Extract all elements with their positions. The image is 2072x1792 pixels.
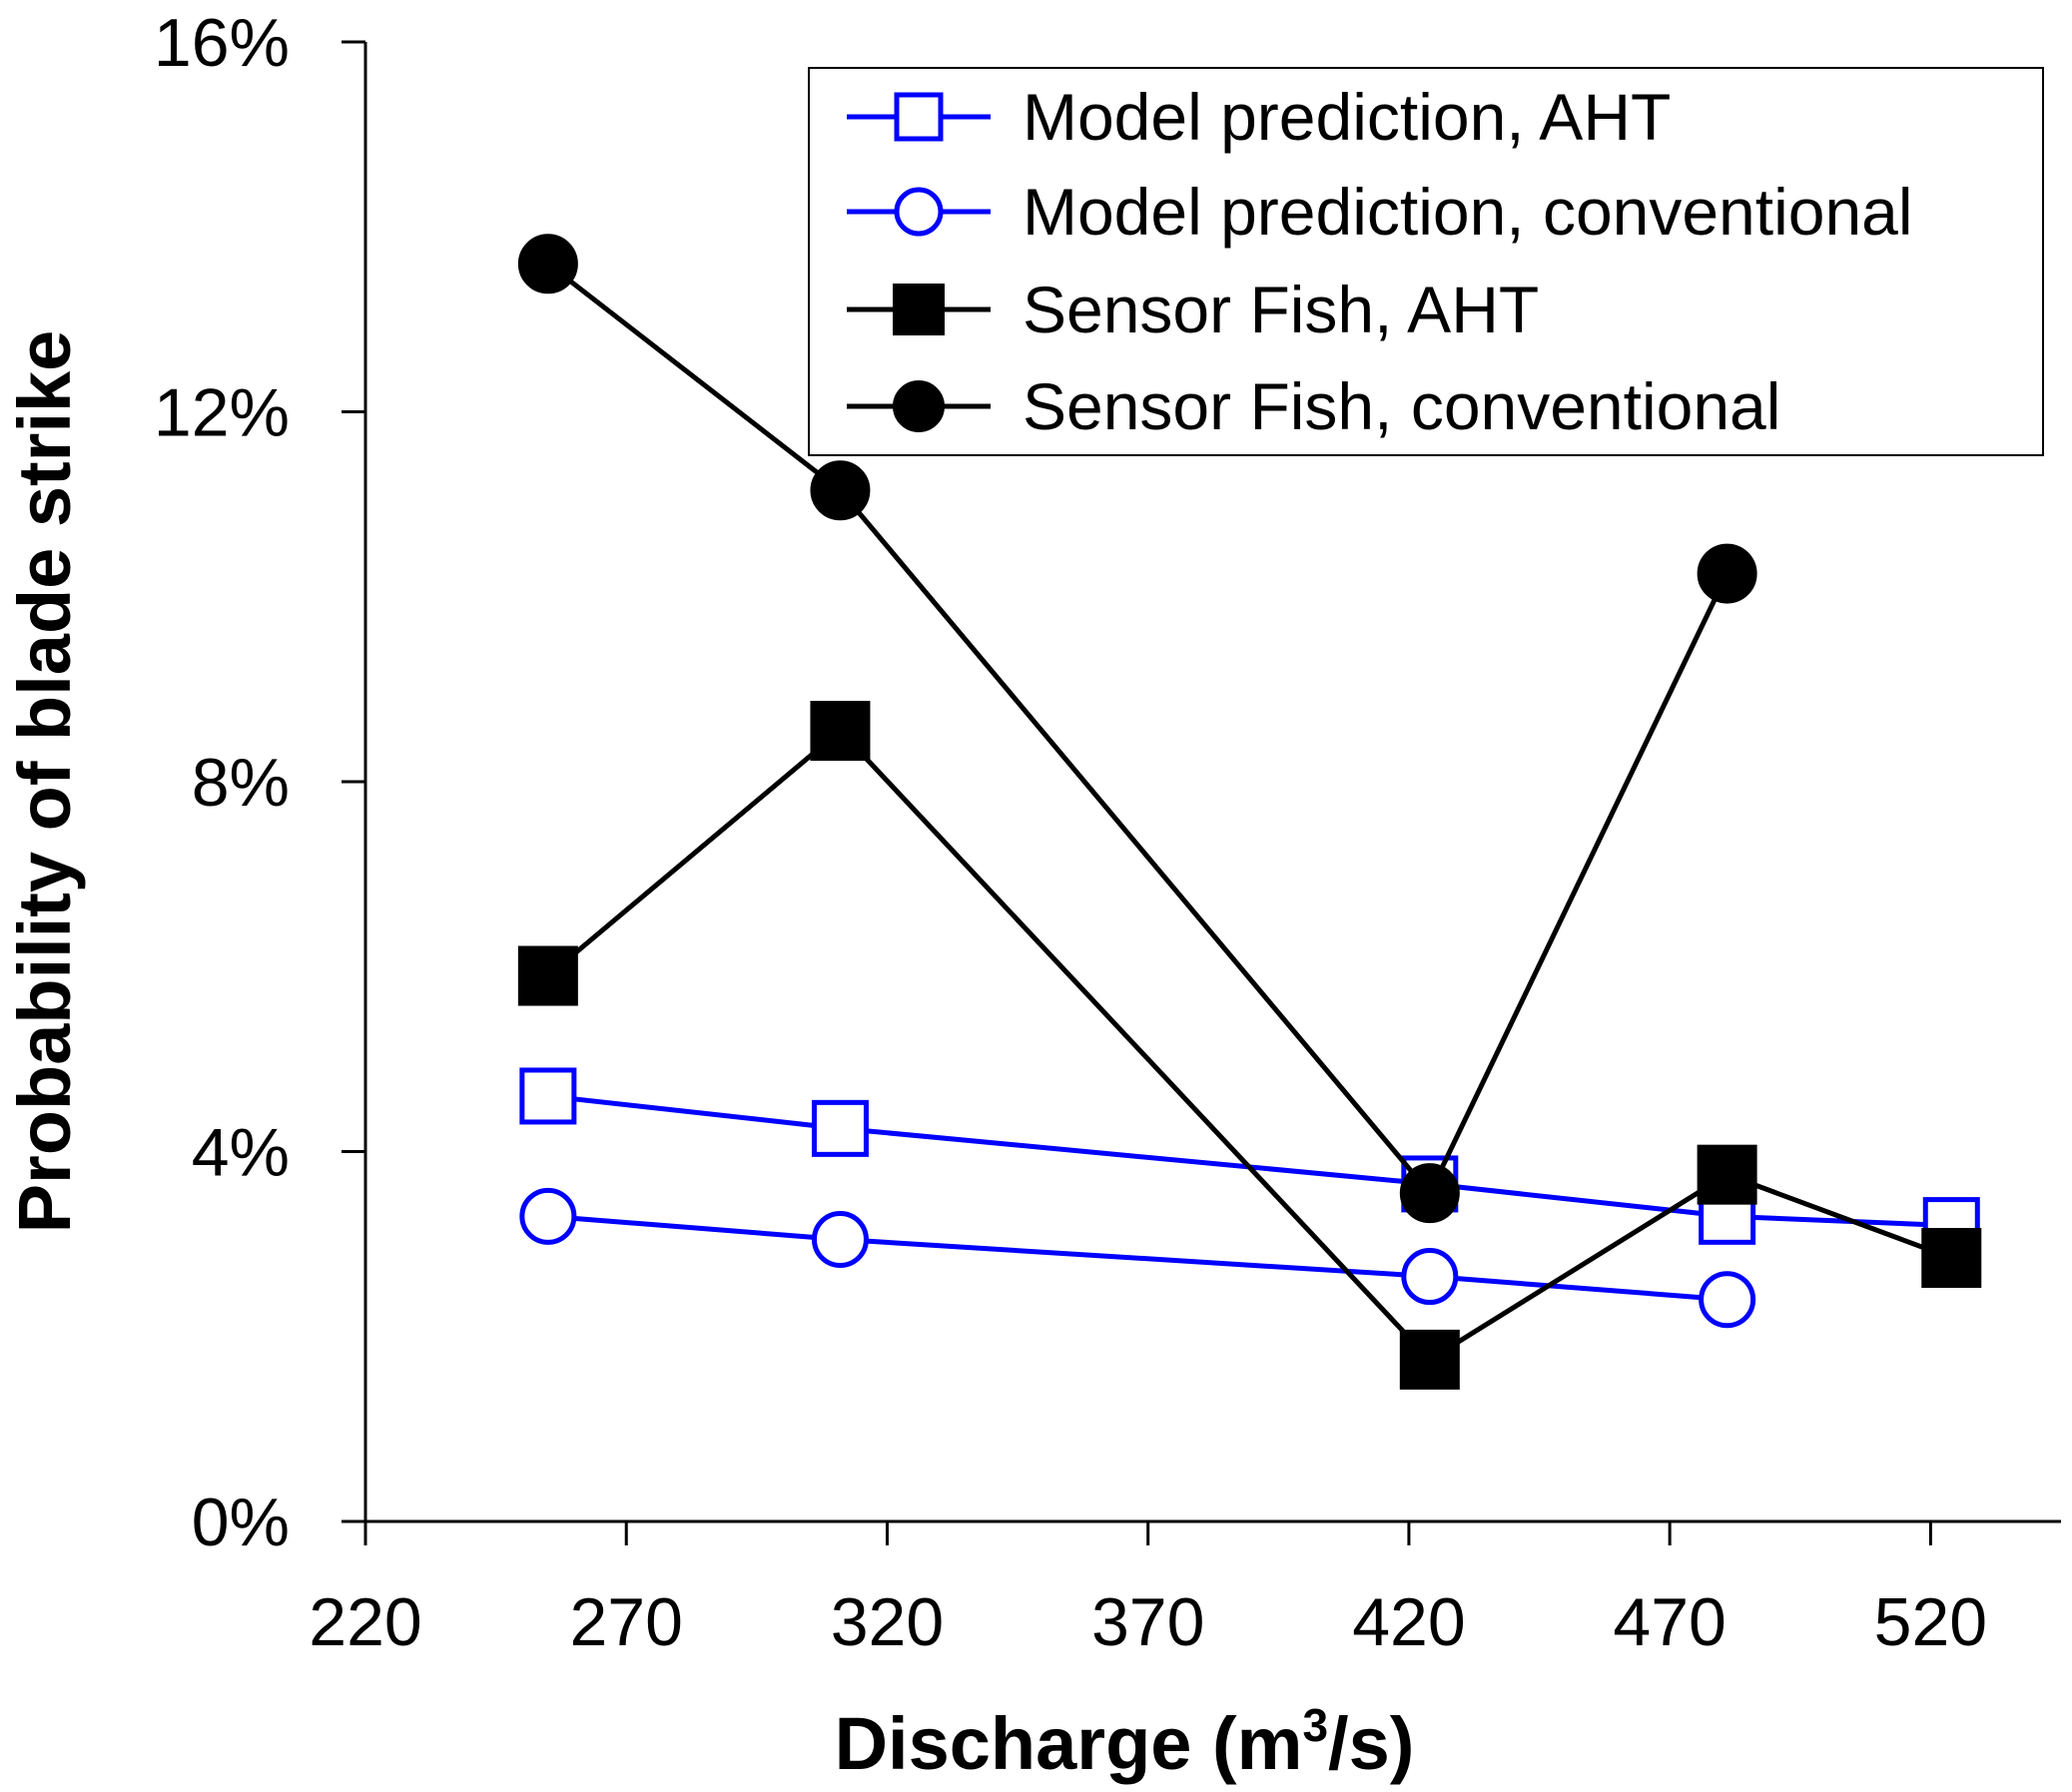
series-3-point-2 bbox=[810, 701, 871, 762]
series-4-point-3 bbox=[1399, 1163, 1460, 1224]
legend-label-3: Sensor Fish, AHT bbox=[1023, 273, 1539, 346]
legend-marker-2 bbox=[894, 187, 944, 237]
x-tick-label-320: 320 bbox=[831, 1584, 944, 1660]
x-axis-title-suffix: /s) bbox=[1328, 1702, 1414, 1785]
legend-marker-3 bbox=[893, 284, 945, 335]
legend-marker-4 bbox=[893, 380, 945, 432]
legend-label-2: Model prediction, conventional bbox=[1023, 175, 1913, 249]
legend-box bbox=[808, 67, 2044, 456]
series-4-point-2 bbox=[810, 460, 871, 521]
series-1-point-1 bbox=[519, 1067, 577, 1125]
series-3 bbox=[517, 701, 1982, 1390]
y-tick-label-12: 12% bbox=[154, 375, 290, 451]
x-axis-title-superscript: 3 bbox=[1302, 1699, 1328, 1751]
x-tick-label-370: 370 bbox=[1091, 1584, 1204, 1660]
legend-entry-1: Model prediction, AHT bbox=[847, 80, 1671, 154]
legend-marker-1 bbox=[894, 92, 944, 142]
series-2-line bbox=[547, 1213, 1727, 1303]
legend: Model prediction, AHT Model prediction, c… bbox=[808, 67, 2044, 456]
series-layer bbox=[517, 234, 1982, 1390]
y-ticks: 0% 4% 8% 12% 16% bbox=[154, 5, 365, 1560]
x-tick-label-520: 520 bbox=[1874, 1584, 1987, 1660]
y-tick-label-16: 16% bbox=[154, 5, 290, 81]
series-4-line bbox=[546, 262, 1729, 1196]
y-tick-label-8: 8% bbox=[192, 745, 290, 821]
series-1-point-2 bbox=[811, 1099, 869, 1157]
series-3-point-4 bbox=[1697, 1144, 1757, 1205]
series-2 bbox=[519, 1187, 1756, 1329]
series-2-point-3 bbox=[1401, 1248, 1459, 1306]
y-tick-label-0: 0% bbox=[192, 1485, 290, 1560]
x-tick-label-420: 420 bbox=[1352, 1584, 1465, 1660]
series-4-point-1 bbox=[517, 234, 578, 295]
x-tick-label-220: 220 bbox=[309, 1584, 421, 1660]
legend-entry-2: Model prediction, conventional bbox=[847, 175, 1913, 249]
legend-entry-3: Sensor Fish, AHT bbox=[847, 273, 1539, 346]
series-2-point-1 bbox=[519, 1187, 577, 1245]
series-4-point-4 bbox=[1697, 543, 1757, 604]
y-tick-label-4: 4% bbox=[192, 1115, 290, 1191]
legend-label-1: Model prediction, AHT bbox=[1023, 80, 1671, 154]
series-4 bbox=[517, 234, 1757, 1224]
x-axis-title: Discharge (m3/s) bbox=[835, 1699, 1415, 1785]
series-2-point-2 bbox=[811, 1210, 869, 1268]
x-tick-label-470: 470 bbox=[1613, 1584, 1726, 1660]
legend-entry-4: Sensor Fish, conventional bbox=[847, 369, 1780, 443]
x-axis-title-main: Discharge (m bbox=[835, 1702, 1303, 1785]
y-axis-title: Probability of blade strike bbox=[3, 330, 86, 1234]
series-3-point-3 bbox=[1399, 1329, 1460, 1390]
series-3-point-5 bbox=[1921, 1228, 1982, 1289]
x-ticks: 220 270 320 370 420 470 520 bbox=[309, 1521, 1987, 1660]
legend-label-4: Sensor Fish, conventional bbox=[1023, 369, 1780, 443]
series-2-point-4 bbox=[1699, 1271, 1756, 1329]
series-3-point-1 bbox=[517, 945, 578, 1006]
x-tick-label-270: 270 bbox=[569, 1584, 682, 1660]
